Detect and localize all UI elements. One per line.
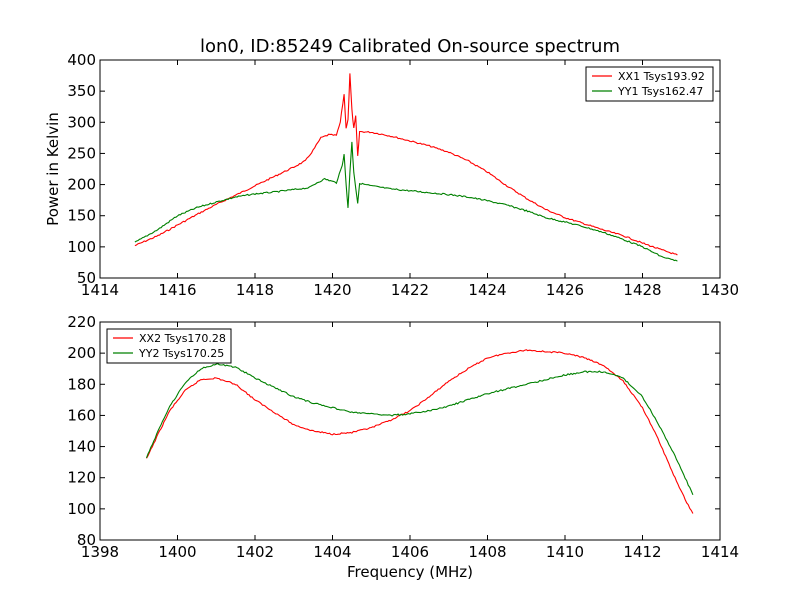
x-tick-label: 1400 — [158, 543, 196, 561]
y-tick-label: 150 — [67, 207, 96, 225]
legend-box — [106, 328, 232, 364]
legend-label: XX2 Tsys170.28 — [139, 332, 226, 345]
top-y-axis-label: Power in Kelvin — [44, 112, 62, 226]
y-tick-label: 180 — [67, 375, 96, 393]
x-tick-label: 1428 — [623, 281, 661, 299]
x-tick-label: 1398 — [81, 543, 119, 561]
axes-frame — [99, 59, 721, 279]
legend: XX1 Tsys193.92 YY1 Tsys162.47 — [585, 66, 714, 102]
y-tick-label: 400 — [67, 51, 96, 69]
top-panel: 1414 1416 1418 1420 1422 1424 1426 1428 1430 50 10… — [67, 51, 739, 299]
x-tick-label: 1418 — [236, 281, 274, 299]
x-tick-label: 1430 — [701, 281, 739, 299]
x-tick-label: 1402 — [236, 543, 274, 561]
x-tick-label: 1426 — [546, 281, 584, 299]
y-tick-label: 200 — [67, 176, 96, 194]
y-tick-label: 220 — [67, 313, 96, 331]
legend-label: XX1 Tsys193.92 — [618, 70, 705, 83]
x-tick-label: 1420 — [313, 281, 351, 299]
x-tick-label: 1412 — [623, 543, 661, 561]
x-tick-label: 1404 — [313, 543, 351, 561]
bottom-panel: 1398 1400 1402 1404 1406 1408 1410 1412 1414 80 10… — [67, 313, 739, 561]
series-line-2 — [134, 141, 678, 262]
x-tick-label: 1424 — [468, 281, 506, 299]
axes-frame — [99, 321, 721, 541]
x-tick-label: 1422 — [391, 281, 429, 299]
legend: XX2 Tsys170.28 YY2 Tsys170.25 — [106, 328, 232, 364]
y-tick-label: 300 — [67, 113, 96, 131]
legend-label: YY2 Tsys170.25 — [138, 347, 224, 360]
y-tick-label: 160 — [67, 406, 96, 424]
x-tick-label: 1410 — [546, 543, 584, 561]
y-tick-label: 100 — [67, 238, 96, 256]
series-line-1 — [146, 349, 694, 514]
y-tick-label: 250 — [67, 144, 96, 162]
y-tick-label: 50 — [77, 269, 96, 287]
y-tick-label: 120 — [67, 469, 96, 487]
x-tick-label: 1416 — [158, 281, 196, 299]
y-tick-label: 80 — [77, 531, 96, 549]
y-tick-label: 140 — [67, 438, 96, 456]
x-tick-label: 1414 — [701, 543, 739, 561]
x-axis-label: Frequency (MHz) — [347, 563, 473, 581]
legend-box — [585, 66, 714, 102]
legend-label: YY1 Tsys162.47 — [617, 85, 703, 98]
series-line-2 — [145, 362, 694, 496]
x-tick-label: 1414 — [81, 281, 119, 299]
x-tick-label: 1406 — [391, 543, 429, 561]
x-tick-label: 1408 — [468, 543, 506, 561]
y-tick-label: 350 — [67, 82, 96, 100]
y-tick-label: 200 — [67, 344, 96, 362]
y-tick-label: 100 — [67, 500, 96, 518]
chart-title: lon0, ID:85249 Calibrated On-source spec… — [200, 36, 620, 57]
